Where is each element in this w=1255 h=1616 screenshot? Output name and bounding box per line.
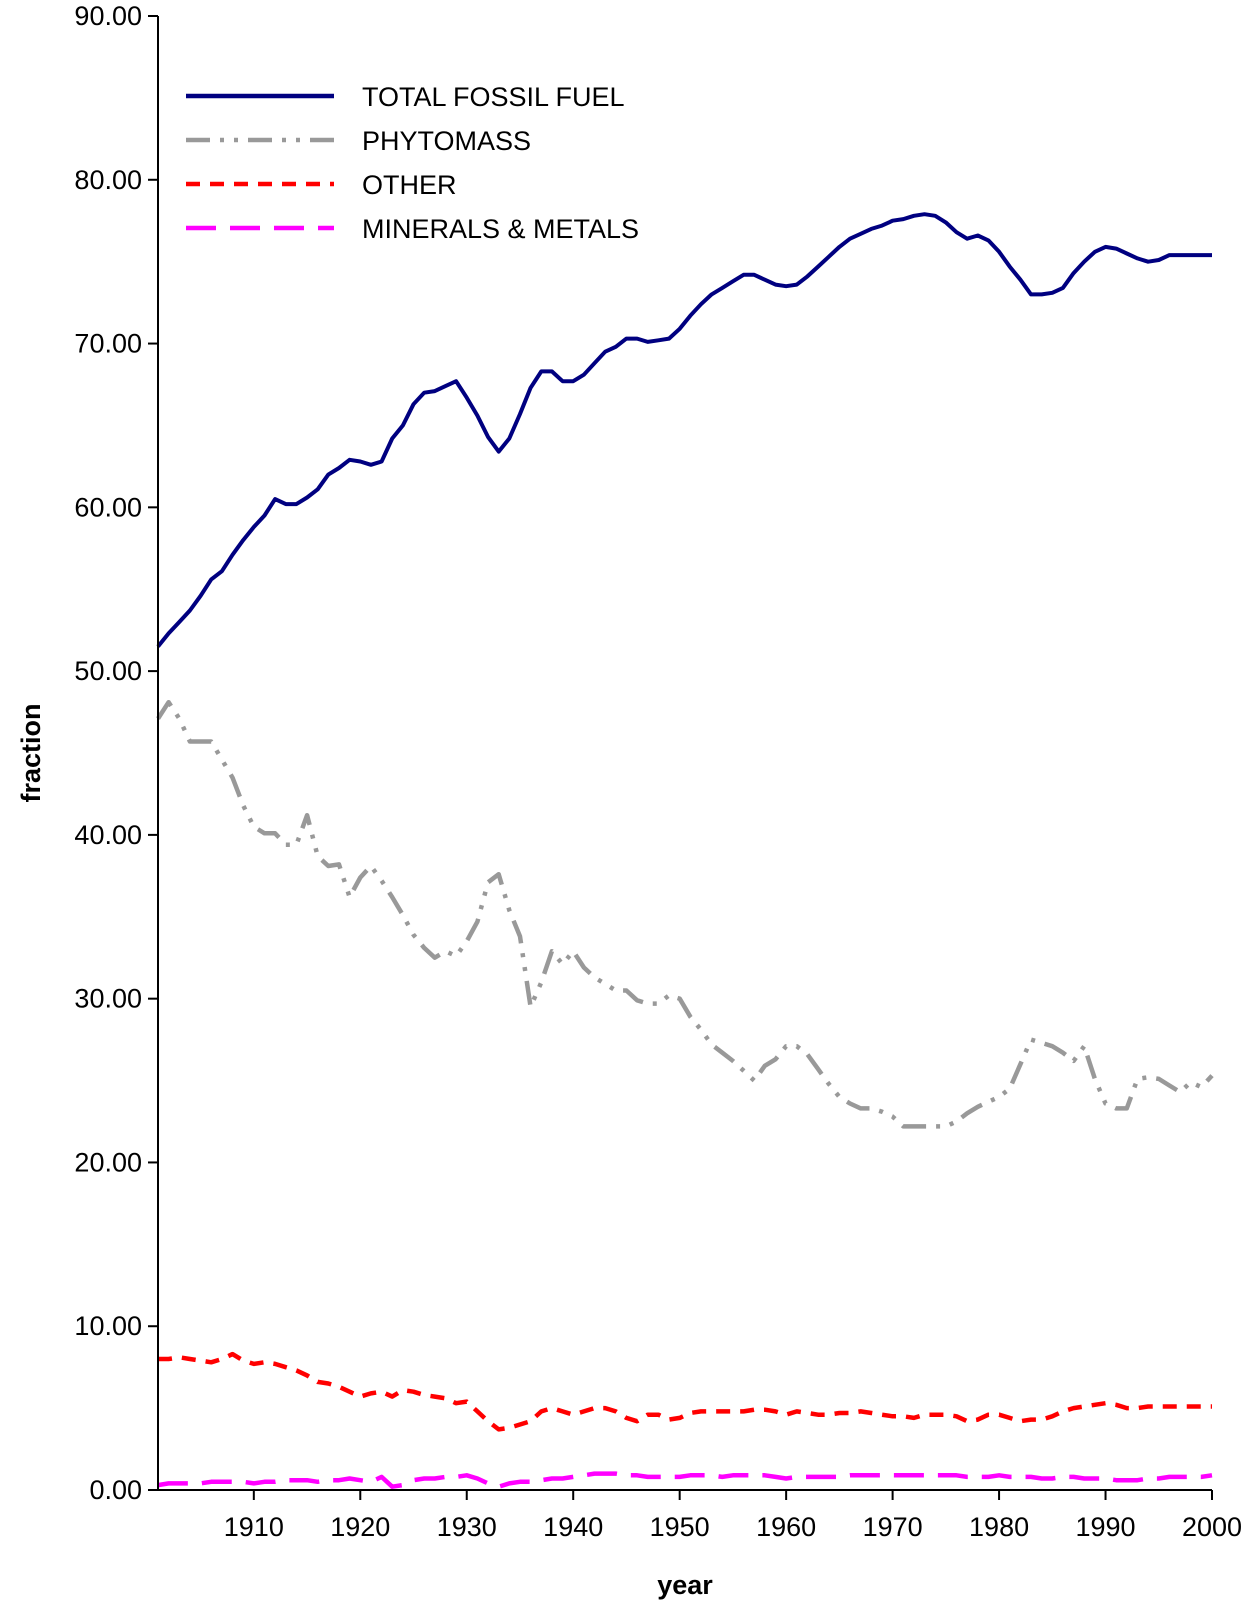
- x-tick-label: 1930: [437, 1512, 497, 1542]
- y-tick-label: 90.00: [74, 1, 142, 31]
- x-tick-label: 1960: [756, 1512, 816, 1542]
- y-tick-label: 60.00: [74, 492, 142, 522]
- x-axis-title: year: [657, 1570, 713, 1600]
- x-tick-label: 1970: [863, 1512, 923, 1542]
- y-tick-label: 40.00: [74, 820, 142, 850]
- legend-label: PHYTOMASS: [362, 126, 531, 156]
- x-tick-label: 1920: [330, 1512, 390, 1542]
- y-axis-title: fraction: [16, 703, 46, 802]
- y-tick-label: 20.00: [74, 1147, 142, 1177]
- x-tick-label: 1910: [224, 1512, 284, 1542]
- series-line-minerals-metals: [157, 1471, 1213, 1489]
- y-tick-label: 70.00: [74, 329, 142, 359]
- legend-label: TOTAL FOSSIL FUEL: [362, 82, 625, 112]
- series-line-phytomass: [156, 699, 1214, 1129]
- x-tick-label: 1940: [543, 1512, 603, 1542]
- x-tick-label: 2000: [1182, 1512, 1242, 1542]
- series-layer: [156, 212, 1214, 1489]
- y-tick-label: 80.00: [74, 165, 142, 195]
- y-ticks: 0.00 10.00 20.00 30.00 40.00 50.00 60.00 70.00 8…: [74, 1, 158, 1505]
- x-tick-label: 1990: [1075, 1512, 1135, 1542]
- x-tick-label: 1980: [969, 1512, 1029, 1542]
- x-ticks: 1910 1920 1930 1940 1950 1960 1970 1980 1990 2000: [224, 1490, 1242, 1542]
- y-tick-label: 0.00: [89, 1475, 142, 1505]
- legend-label: MINERALS & METALS: [362, 214, 639, 244]
- series-line-other: [158, 1351, 1212, 1432]
- y-tick-label: 50.00: [74, 656, 142, 686]
- legend-label: OTHER: [362, 170, 457, 200]
- x-tick-label: 1950: [650, 1512, 710, 1542]
- series-line-total-fossil-fuel: [156, 212, 1212, 648]
- y-tick-label: 10.00: [74, 1311, 142, 1341]
- y-tick-label: 30.00: [74, 984, 142, 1014]
- axes: 0.00 10.00 20.00 30.00 40.00 50.00 60.00 70.00 8…: [74, 1, 1242, 1542]
- legend: TOTAL FOSSIL FUEL PHYTOMASS OTHER MINERALS …: [186, 82, 639, 244]
